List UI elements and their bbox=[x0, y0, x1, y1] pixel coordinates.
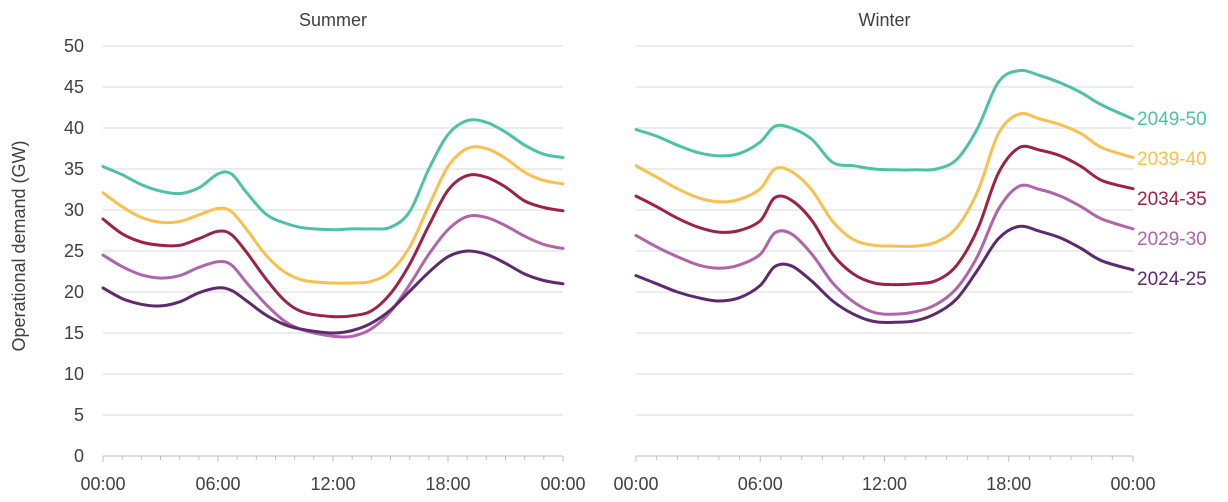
y-tick-label: 15 bbox=[64, 323, 84, 343]
panel-title: Winter bbox=[858, 10, 910, 30]
y-tick-label: 30 bbox=[64, 200, 84, 220]
x-tick-label: 12:00 bbox=[862, 474, 907, 494]
x-tick-label: 06:00 bbox=[195, 474, 240, 494]
series-line-summer-2039-40 bbox=[101, 145, 565, 285]
y-tick-label: 20 bbox=[64, 282, 84, 302]
x-tick-label: 00:00 bbox=[613, 474, 658, 494]
series-label: 2049-50 bbox=[1137, 109, 1207, 130]
series-label: 2034-35 bbox=[1137, 189, 1207, 210]
y-tick-label: 35 bbox=[64, 159, 84, 179]
y-tick-label: 10 bbox=[64, 364, 84, 384]
series-line-winter-2024-25 bbox=[634, 224, 1135, 325]
y-tick-label: 25 bbox=[64, 241, 84, 261]
series-line-summer-2049-50 bbox=[101, 118, 565, 232]
x-tick-label: 12:00 bbox=[310, 474, 355, 494]
series-line-summer-2024-25 bbox=[101, 249, 565, 335]
series-label: 2024-25 bbox=[1137, 269, 1207, 290]
series-line-summer-2029-30 bbox=[101, 214, 565, 339]
x-tick-label: 00:00 bbox=[80, 474, 125, 494]
axes: 0 5 10 15 20 25 30 35 40 45 50 00:00 06:00 12:00 18:00… bbox=[64, 36, 1156, 494]
y-tick-label: 40 bbox=[64, 118, 84, 138]
labels: Summer Winter 2049-50 2039-40 2034-35 2029-30… bbox=[299, 10, 1207, 290]
series-label: 2029-30 bbox=[1137, 229, 1207, 250]
series-label: 2039-40 bbox=[1137, 149, 1207, 170]
y-tick-label: 50 bbox=[64, 36, 84, 56]
x-tick-label: 00:00 bbox=[540, 474, 585, 494]
series-line-summer-2034-35 bbox=[101, 173, 565, 319]
y-tick-label: 0 bbox=[74, 446, 84, 466]
series-line-winter-2034-35 bbox=[634, 144, 1135, 287]
y-axis-label: Operational demand (GW) bbox=[9, 140, 29, 351]
y-tick-label: 45 bbox=[64, 77, 84, 97]
series-line-winter-2029-30 bbox=[634, 183, 1135, 316]
x-tick-label: 18:00 bbox=[425, 474, 470, 494]
series-lines bbox=[101, 68, 1135, 339]
x-tick-label: 06:00 bbox=[738, 474, 783, 494]
y-tick-label: 5 bbox=[74, 405, 84, 425]
x-tick-label: 00:00 bbox=[1110, 474, 1155, 494]
x-tick-label: 18:00 bbox=[986, 474, 1031, 494]
series-line-winter-2049-50 bbox=[634, 68, 1135, 172]
series-line-winter-2039-40 bbox=[634, 112, 1135, 248]
panel-title: Summer bbox=[299, 10, 367, 30]
